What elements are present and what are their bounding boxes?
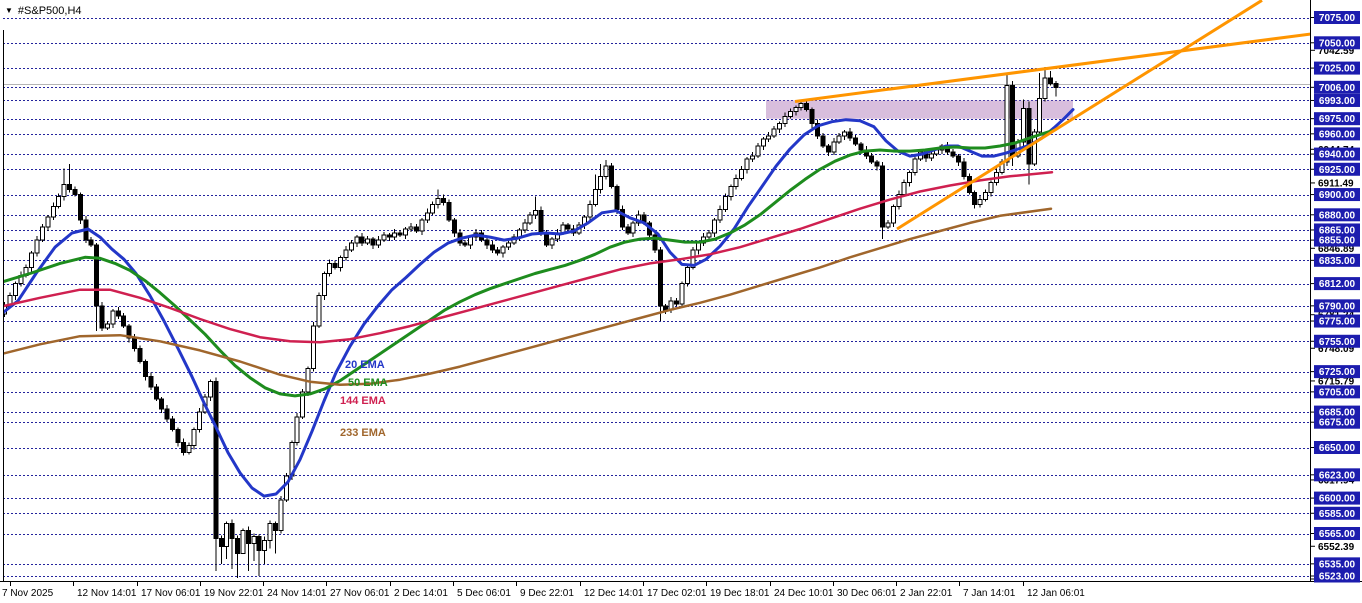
time-axis-label: 24 Nov 14:01: [267, 588, 327, 599]
time-axis-label: 19 Dec 18:01: [710, 588, 770, 599]
price-level-label: 6880.00: [1319, 210, 1356, 221]
price-level-label: 6623.00: [1319, 470, 1356, 481]
price-axis-drag-area[interactable]: [1311, 0, 1362, 581]
time-axis-label: 30 Dec 06:01: [837, 588, 897, 599]
price-level-label: 6940.00: [1319, 150, 1356, 161]
price-scale-label: 6911.49: [1318, 178, 1354, 189]
time-axis-label: 27 Nov 06:01: [330, 588, 390, 599]
time-axis-label: 12 Nov 14:01: [77, 588, 137, 599]
symbol-label: ▼ #S&P500,H4: [5, 5, 82, 17]
price-level-label: 6725.00: [1319, 367, 1356, 378]
price-level-label: 6650.00: [1319, 443, 1356, 454]
price-level-label: 6993.00: [1319, 96, 1356, 107]
price-level-label: 7006.00: [1319, 83, 1356, 94]
price-scale-label: 7042.59: [1318, 46, 1355, 57]
price-level-label: 6675.00: [1319, 418, 1356, 429]
price-level-label: 6535.00: [1319, 559, 1356, 570]
ema-label-233-ema: 233 EMA: [340, 427, 386, 439]
price-level-label: 6565.00: [1319, 529, 1356, 540]
price-level-label: 7025.00: [1319, 64, 1356, 75]
price-scale-label: 6552.39: [1318, 542, 1355, 553]
symbol-dropdown-triangle-icon[interactable]: ▼: [5, 6, 13, 15]
time-axis-label: 24 Dec 10:01: [774, 588, 834, 599]
price-level-label: 6775.00: [1319, 317, 1356, 328]
price-level-label: 7050.00: [1319, 38, 1356, 49]
price-scale-label: 6846.89: [1318, 244, 1355, 255]
price-level-label: 6685.00: [1319, 408, 1356, 419]
price-level-label: 6835.00: [1319, 256, 1356, 267]
time-axis-label: 2 Dec 14:01: [394, 588, 448, 599]
time-axis-label: 9 Dec 22:01: [520, 588, 574, 599]
price-level-label: 6812.00: [1319, 279, 1356, 290]
price-level-label: 6600.00: [1319, 494, 1356, 505]
price-scale-label: 6715.79: [1318, 376, 1355, 387]
time-axis-label: 2 Jan 22:01: [900, 588, 953, 599]
price-level-label: 6975.00: [1319, 114, 1356, 125]
price-level-label: 6925.00: [1319, 165, 1356, 176]
price-level-label: 6705.00: [1319, 387, 1356, 398]
price-level-label: 6755.00: [1319, 337, 1356, 348]
ema-label-50-ema: 50 EMA: [348, 377, 388, 389]
price-level-label: 6790.00: [1319, 301, 1356, 312]
price-level-label: 6865.00: [1319, 225, 1356, 236]
price-level-label: 6523.00: [1319, 572, 1356, 583]
time-axis-label: 12 Jan 06:01: [1027, 588, 1085, 599]
ema-label-144-ema: 144 EMA: [340, 395, 386, 407]
time-axis-label: 17 Nov 06:01: [141, 588, 201, 599]
time-axis-label: 7 Nov 2025: [2, 588, 54, 599]
price-level-label: 6960.00: [1319, 129, 1356, 140]
ema-label-20-ema: 20 EMA: [345, 359, 385, 371]
time-axis-label: 19 Nov 22:01: [204, 588, 264, 599]
time-axis-label: 17 Dec 02:01: [647, 588, 707, 599]
price-scale-label: 6748.09: [1318, 344, 1355, 355]
price-level-label: 6900.00: [1319, 190, 1356, 201]
symbol-text: #S&P500,H4: [17, 5, 82, 17]
time-axis-drag-area[interactable]: [0, 582, 1362, 603]
price-level-label: 6585.00: [1319, 509, 1356, 520]
time-axis-label: 7 Jan 14:01: [963, 588, 1016, 599]
price-level-label: 6855.00: [1319, 236, 1356, 247]
time-axis-label: 5 Dec 06:01: [457, 588, 511, 599]
price-level-label: 7075.00: [1319, 13, 1356, 24]
time-axis-label: 12 Dec 14:01: [584, 588, 644, 599]
